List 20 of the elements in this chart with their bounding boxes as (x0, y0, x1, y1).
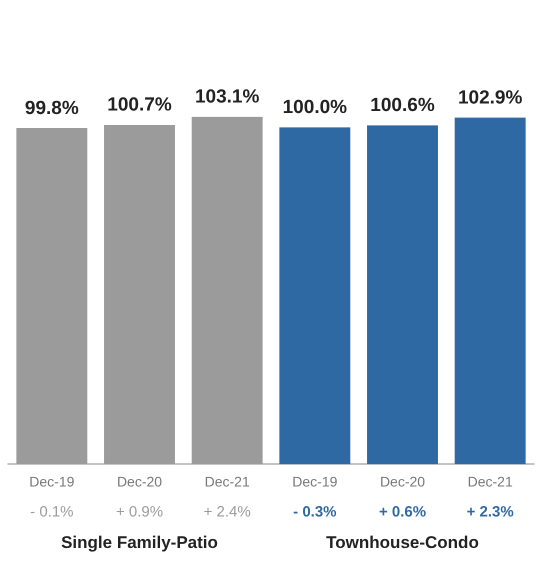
data-label: 102.9% (458, 87, 522, 108)
text: - 0.3% (293, 504, 337, 521)
x-tick-label: Dec-19 (29, 473, 75, 490)
text: - 0.1% (30, 504, 74, 521)
text: Townhouse-Condo (326, 533, 479, 552)
x-tick-label: Dec-20 (116, 473, 162, 490)
data-label: 100.6% (370, 95, 435, 116)
x-tick-label: Dec-20 (380, 473, 426, 490)
text: + 0.9% (116, 504, 164, 521)
data-label: 99.8% (24, 98, 79, 119)
data-label: 100.0% (282, 97, 348, 118)
x-tick-label: Dec-19 (292, 473, 338, 490)
x-tick-label: Dec-21 (204, 473, 250, 490)
x-tick-label: Dec-21 (468, 473, 513, 490)
data-label: 100.7% (107, 94, 172, 116)
data-label: 103.1% (194, 86, 260, 108)
text: Single Family-Patio (61, 533, 218, 552)
text: + 0.6% (378, 504, 426, 521)
text: + 2.3% (466, 504, 514, 521)
text: + 2.4% (204, 504, 251, 521)
